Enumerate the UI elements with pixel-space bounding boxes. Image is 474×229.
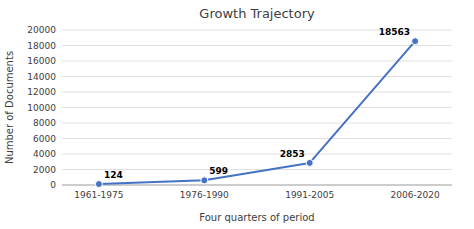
x-axis-line bbox=[62, 185, 452, 186]
y-tick-label: 0 bbox=[50, 180, 56, 190]
y-tick-label: 12000 bbox=[27, 87, 56, 97]
y-tick-label: 2000 bbox=[33, 165, 56, 175]
y-ticks: 0 2000 4000 6000 8000 10000 12000 14000 16000 180… bbox=[27, 25, 56, 190]
y-tick-label: 4000 bbox=[33, 149, 56, 159]
data-label: 2853 bbox=[280, 149, 305, 159]
data-label: 599 bbox=[209, 166, 228, 176]
grid bbox=[62, 30, 452, 185]
grid-line bbox=[62, 45, 452, 46]
y-tick-label: 10000 bbox=[27, 103, 56, 113]
data-label: 18563 bbox=[379, 27, 410, 37]
y-tick-label: 8000 bbox=[33, 118, 56, 128]
grid-line bbox=[62, 76, 452, 77]
grid-line bbox=[62, 92, 452, 93]
line bbox=[99, 41, 415, 184]
marker bbox=[306, 159, 313, 166]
y-axis-label: Number of Documents bbox=[4, 51, 15, 164]
grid-line bbox=[62, 138, 452, 139]
grid-line bbox=[62, 107, 452, 108]
y-tick-label: 16000 bbox=[27, 56, 56, 66]
chart-container: 0 2000 4000 6000 8000 10000 12000 14000 16000 180… bbox=[0, 0, 474, 229]
title: Growth Trajectory bbox=[199, 6, 315, 21]
x-axis-label: Four quarters of period bbox=[199, 212, 314, 223]
grid-line bbox=[62, 154, 452, 155]
marker bbox=[95, 181, 102, 188]
marker bbox=[412, 38, 419, 45]
y-tick-label: 20000 bbox=[27, 25, 56, 35]
series bbox=[95, 38, 418, 188]
x-tick-label: 1961-1975 bbox=[74, 190, 123, 200]
x-ticks: 1961-1975 1976-1990 1991-2005 2006-2020 bbox=[74, 190, 440, 200]
x-tick-label: 2006-2020 bbox=[391, 190, 440, 200]
x-tick-label: 1976-1990 bbox=[180, 190, 229, 200]
grid-line bbox=[62, 123, 452, 124]
chart-svg: 0 2000 4000 6000 8000 10000 12000 14000 16000 180… bbox=[0, 0, 474, 229]
data-label: 124 bbox=[104, 170, 123, 180]
grid-line bbox=[62, 185, 452, 186]
y-tick-label: 14000 bbox=[27, 72, 56, 82]
data-labels: 124 599 2853 18563 bbox=[104, 27, 410, 180]
y-tick-label: 6000 bbox=[33, 134, 56, 144]
grid-line bbox=[62, 61, 452, 62]
y-tick-label: 18000 bbox=[27, 41, 56, 51]
x-tick-label: 1991-2005 bbox=[285, 190, 334, 200]
marker bbox=[201, 177, 208, 184]
